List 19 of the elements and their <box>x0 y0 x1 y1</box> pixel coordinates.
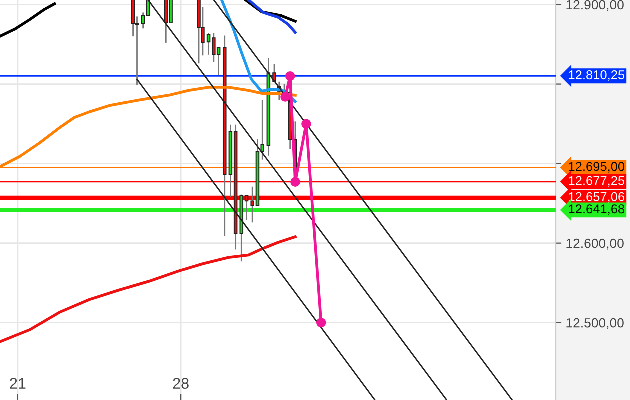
ref-line-label: 12.695,00 <box>569 162 625 173</box>
point <box>290 177 300 187</box>
point <box>280 92 290 102</box>
ref-line-label: 12.810,25 <box>569 70 625 82</box>
y-tick-label: 12.600,00 <box>566 238 624 250</box>
y-tick-label: 12.900,00 <box>566 0 624 12</box>
line-series <box>0 236 297 344</box>
line-series <box>247 0 297 34</box>
ref-line-label: 12.657,06 <box>569 192 625 203</box>
y-tick-label: 12.500,00 <box>566 318 624 330</box>
point <box>302 119 312 129</box>
point <box>285 71 296 82</box>
candlestick <box>272 64 276 83</box>
ref-line-label: 12.641,68 <box>569 204 625 216</box>
x-tick-label: 21 <box>10 378 26 389</box>
ref-line-label: 12.677,25 <box>569 176 625 187</box>
line-series <box>220 0 297 104</box>
point <box>316 318 326 328</box>
x-tick-label: 28 <box>173 378 189 389</box>
